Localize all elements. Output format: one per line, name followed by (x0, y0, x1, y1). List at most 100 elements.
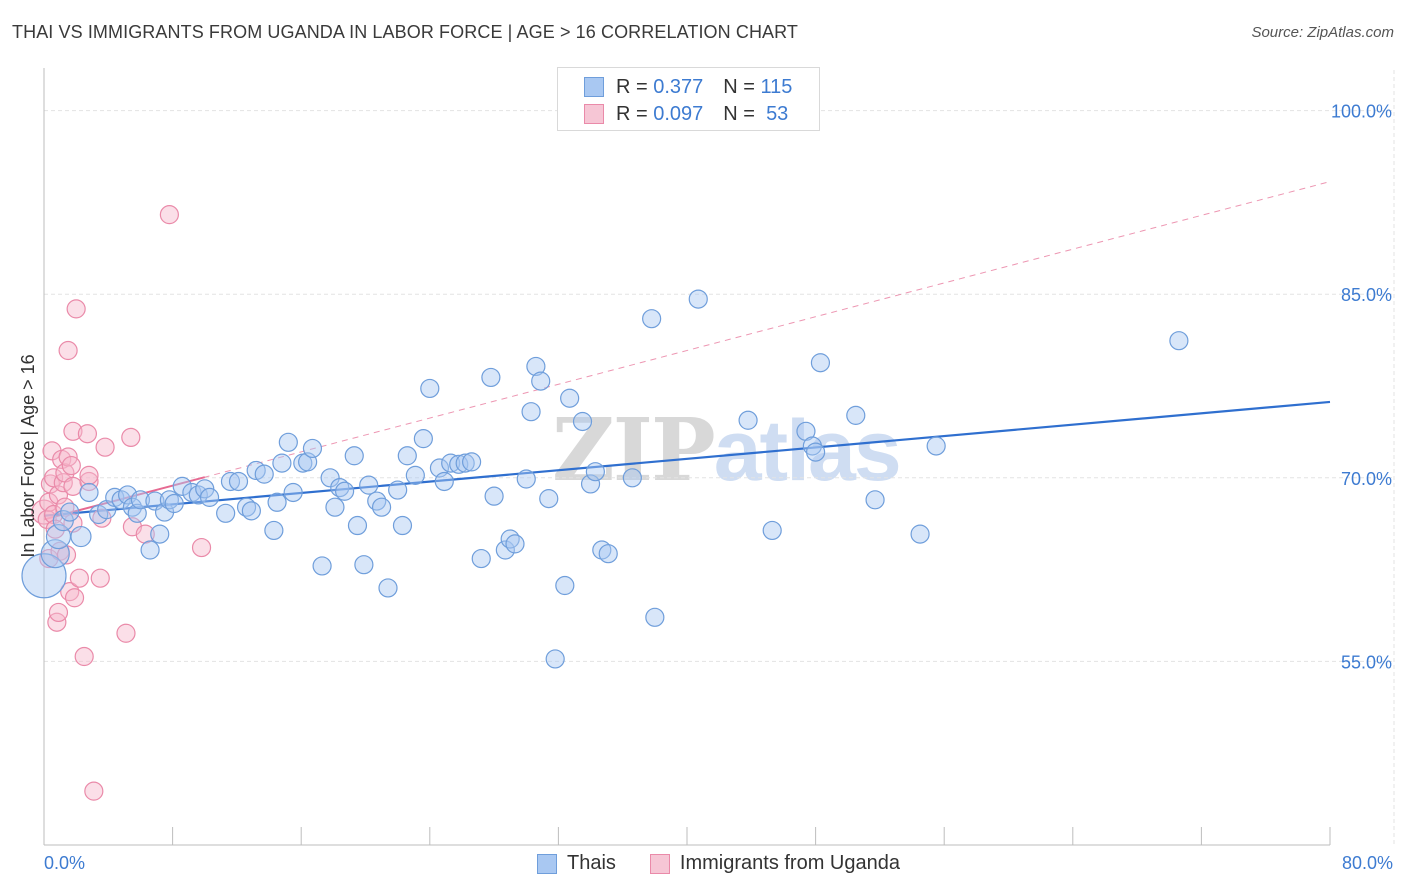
uganda-point (48, 602, 69, 623)
thais-point (130, 490, 151, 510)
thais-point (585, 462, 605, 482)
watermark-zip: ZIP (552, 400, 716, 501)
n-label: N = (723, 75, 755, 98)
thais-point (199, 487, 220, 507)
uganda-point (66, 299, 86, 319)
thais-point (471, 548, 491, 569)
uganda-swatch (584, 104, 604, 124)
thais-point (397, 446, 417, 466)
thais-legend-swatch (537, 853, 557, 874)
thais-point (810, 353, 831, 373)
axes (43, 68, 1331, 846)
thais-point (392, 515, 413, 536)
gridlines (44, 70, 1395, 845)
thais-point (865, 490, 885, 510)
thais-point (545, 649, 565, 669)
trend-lines (43, 181, 1331, 521)
thais-point (335, 481, 355, 501)
thais-point (312, 556, 332, 576)
thais-point (531, 371, 551, 391)
thais-point (21, 553, 67, 599)
thais-point (371, 497, 392, 517)
uganda-point (95, 437, 115, 457)
thais-point (405, 465, 425, 485)
thais-point (388, 480, 408, 500)
uganda-point (90, 568, 110, 588)
thais-point (241, 501, 261, 521)
watermark-atlas: atlas (713, 403, 902, 499)
thais-trend-line (43, 400, 1331, 517)
thais-point (910, 524, 930, 544)
thais-point (172, 476, 192, 496)
y-tick-label: 85.0% (1341, 285, 1392, 305)
legend-row-uganda: R = 0.097 N = 53 (584, 102, 788, 126)
thais-point (164, 493, 184, 514)
n-value: 115 (760, 75, 793, 98)
thais-point (413, 429, 433, 449)
thais-point (272, 453, 292, 473)
thais-point (344, 446, 364, 466)
thais-point (278, 432, 298, 452)
thais-point (70, 525, 92, 548)
correlation-legend: R = 0.377 N = 115 R = 0.097 N = 53 (557, 67, 820, 131)
uganda-point (69, 568, 89, 588)
thais-point (325, 497, 345, 517)
n-label: N = (723, 102, 755, 125)
thais-point (347, 515, 368, 536)
uganda-legend-label: Immigrants from Uganda (679, 852, 900, 874)
series-legend: Thais Immigrants from Uganda (537, 852, 900, 875)
thais-point (592, 540, 612, 560)
thais-point (1169, 331, 1189, 351)
watermark: ZIPatlas (552, 400, 902, 501)
uganda-point (58, 340, 78, 361)
uganda-point (191, 537, 212, 558)
thais-point (481, 367, 501, 388)
uganda-legend-swatch (649, 853, 670, 874)
uganda-point (63, 476, 83, 496)
thais-point (461, 452, 482, 472)
thais-legend-label: Thais (567, 852, 616, 874)
tick-labels: 55.0% 70.0% 85.0% 100.0% 0.0% 80.0% In Labor F… (18, 102, 1393, 873)
uganda-point (79, 465, 99, 485)
uganda-point (74, 646, 94, 667)
x-tick-label-max: 80.0% (1342, 853, 1393, 873)
thais-point (688, 289, 708, 309)
thais-point (216, 503, 236, 523)
uganda-point (121, 427, 141, 448)
thais-point (320, 468, 340, 488)
thais-point (484, 486, 504, 506)
thais-point (555, 575, 575, 596)
thais-point (539, 489, 559, 509)
thais-point (526, 356, 546, 377)
r-label: R = (616, 102, 648, 125)
thais-point (598, 544, 618, 564)
thais-point (645, 607, 665, 627)
y-tick-label: 100.0% (1331, 102, 1392, 122)
y-tick-label: 70.0% (1341, 469, 1392, 489)
thais-point (145, 491, 165, 511)
thais-point (642, 309, 662, 329)
thais-point (150, 524, 170, 544)
n-value: 53 (766, 102, 789, 125)
thais-point (846, 405, 866, 425)
thais-point (220, 471, 241, 492)
legend-row-thais: R = 0.377 N = 115 (584, 75, 792, 99)
thais-point (302, 438, 323, 459)
uganda-point (63, 421, 83, 441)
thais-point (495, 540, 515, 560)
uganda-point (61, 455, 81, 476)
r-value: 0.097 (653, 102, 704, 125)
uganda-point (53, 473, 73, 493)
thais-point (40, 539, 70, 569)
uganda-point (48, 485, 69, 505)
r-value: 0.377 (653, 75, 704, 98)
thais-point (455, 453, 475, 473)
thais-point (762, 520, 782, 541)
uganda-point (64, 588, 85, 608)
y-axis-title: In Labor Force | Age > 16 (18, 354, 38, 557)
thais-point (420, 378, 440, 399)
thais-point (805, 442, 826, 462)
r-label: R = (616, 75, 648, 98)
y-tick-label: 55.0% (1341, 652, 1392, 672)
